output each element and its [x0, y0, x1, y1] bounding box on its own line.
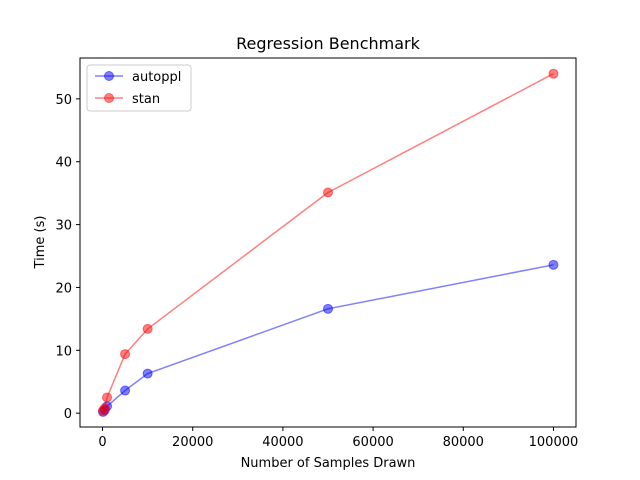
- x-axis-label: Number of Samples Drawn: [241, 456, 416, 471]
- series-layer: [97, 68, 559, 417]
- x-tick-label: 20000: [172, 435, 213, 450]
- data-point-autoppl: [120, 385, 131, 396]
- x-tick-label: 0: [98, 435, 106, 450]
- data-point-autoppl: [142, 368, 153, 379]
- data-point-stan: [548, 68, 559, 79]
- x-tick-label: 40000: [262, 435, 303, 450]
- chart-title: Regression Benchmark: [236, 34, 420, 53]
- y-tick-label: 40: [55, 156, 72, 171]
- y-tick-label: 0: [64, 407, 72, 422]
- legend: autoppl stan: [86, 64, 192, 112]
- data-point-stan: [102, 392, 113, 403]
- y-tick-label: 50: [55, 93, 72, 108]
- axes-frame: [79, 57, 577, 428]
- y-tick-label: 20: [55, 281, 72, 296]
- y-axis-ticks: 0 10 20 30 40 50: [55, 93, 80, 422]
- legend-marker-stan: [104, 93, 114, 103]
- legend-entry-autoppl: autoppl: [95, 70, 181, 85]
- legend-entry-stan: stan: [95, 92, 160, 107]
- data-point-autoppl: [548, 259, 559, 270]
- y-tick-label: 10: [55, 344, 72, 359]
- legend-label-autoppl: autoppl: [132, 70, 181, 85]
- data-point-stan: [142, 323, 153, 334]
- data-point-stan: [120, 349, 131, 360]
- legend-marker-autoppl: [104, 71, 114, 81]
- legend-label-stan: stan: [132, 92, 160, 107]
- data-point-autoppl: [323, 303, 333, 314]
- x-tick-label: 60000: [352, 435, 393, 450]
- x-axis-ticks: 0 20000 40000 60000 80000 100000: [98, 427, 578, 450]
- series-stan: [97, 68, 559, 416]
- data-point-stan: [99, 403, 110, 414]
- data-point-stan: [323, 187, 333, 198]
- x-tick-label: 100000: [529, 435, 579, 450]
- y-axis-label: Time (s): [33, 216, 48, 270]
- x-tick-label: 80000: [443, 435, 484, 450]
- y-tick-label: 30: [55, 219, 72, 234]
